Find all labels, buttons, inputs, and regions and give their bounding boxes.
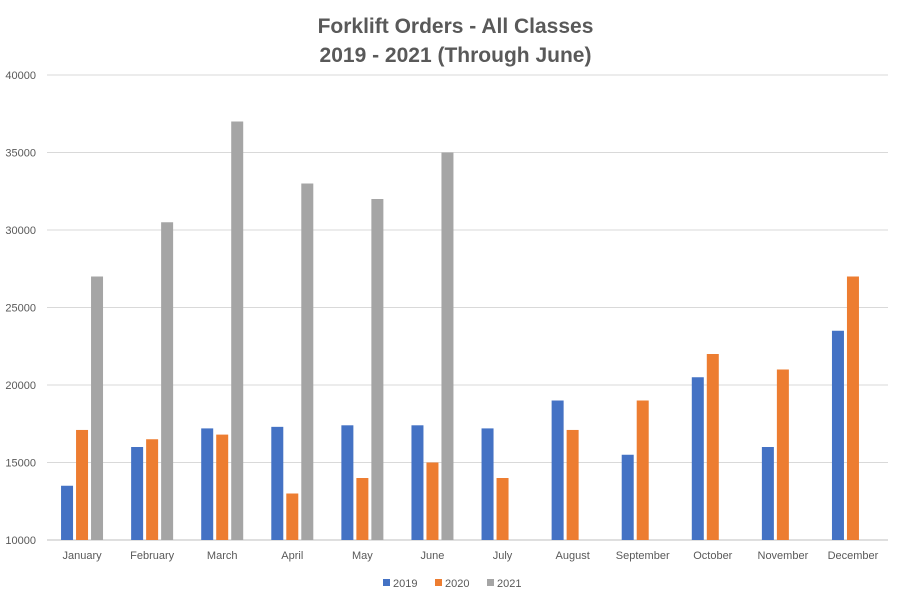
legend-label-2020: 2020 (445, 578, 469, 590)
y-tick-label: 40000 (5, 70, 36, 82)
bar-2021-may (371, 199, 384, 540)
bar-2019-august (551, 400, 564, 540)
x-tick-label: November (758, 550, 809, 562)
legend-swatch-2019 (383, 579, 390, 586)
x-tick-label: December (828, 550, 879, 562)
bar-2020-february (146, 439, 159, 540)
bar-2020-june (426, 462, 439, 540)
legend-label-2019: 2019 (393, 578, 417, 590)
x-tick-label: March (207, 550, 238, 562)
y-tick-label: 15000 (5, 458, 36, 470)
bar-2019-april (271, 426, 284, 540)
bar-2020-september (636, 400, 649, 540)
bar-2019-september (621, 454, 634, 540)
x-tick-label: September (616, 550, 670, 562)
bar-2020-january (76, 429, 89, 540)
x-tick-label: January (62, 550, 102, 562)
bar-2020-april (286, 493, 299, 540)
bar-2021-january (91, 276, 104, 540)
bar-2020-august (566, 429, 579, 540)
y-tick-label: 20000 (5, 380, 36, 392)
legend-swatch-2021 (487, 579, 494, 586)
bar-2019-february (131, 447, 144, 540)
x-tick-label: August (556, 550, 590, 562)
bar-2019-october (691, 377, 704, 540)
chart-title: Forklift Orders - All Classes (317, 15, 594, 38)
y-tick-label: 35000 (5, 148, 36, 160)
bar-2019-march (201, 428, 214, 540)
bar-2019-december (831, 330, 844, 540)
bar-2020-october (706, 354, 719, 540)
bar-2019-may (341, 425, 354, 540)
chart-subtitle: 2019 - 2021 (Through June) (319, 44, 592, 67)
bar-2021-march (231, 121, 244, 540)
y-tick-label: 30000 (5, 225, 36, 237)
bar-2019-november (761, 447, 774, 540)
bar-2021-february (161, 222, 174, 540)
y-tick-label: 10000 (5, 535, 36, 547)
x-tick-label: June (421, 550, 445, 562)
x-tick-label: April (281, 550, 303, 562)
legend-swatch-2020 (435, 579, 442, 586)
legend-label-2021: 2021 (497, 578, 521, 590)
bar-2020-march (216, 434, 229, 540)
x-tick-label: February (130, 550, 175, 562)
x-tick-label: May (352, 550, 373, 562)
bar-2019-january (61, 485, 74, 540)
bar-2019-june (411, 425, 424, 540)
bar-2020-december (846, 276, 859, 540)
x-tick-label: October (693, 550, 732, 562)
bar-2020-november (776, 369, 789, 540)
y-tick-label: 25000 (5, 303, 36, 315)
bar-2020-may (356, 478, 369, 540)
x-tick-label: July (493, 550, 513, 562)
bar-2020-july (496, 478, 509, 540)
bar-2021-june (441, 152, 454, 540)
bar-2021-april (301, 183, 314, 540)
chart-title-block: Forklift Orders - All Classes 2019 - 202… (0, 12, 911, 70)
bar-2019-july (481, 428, 494, 540)
